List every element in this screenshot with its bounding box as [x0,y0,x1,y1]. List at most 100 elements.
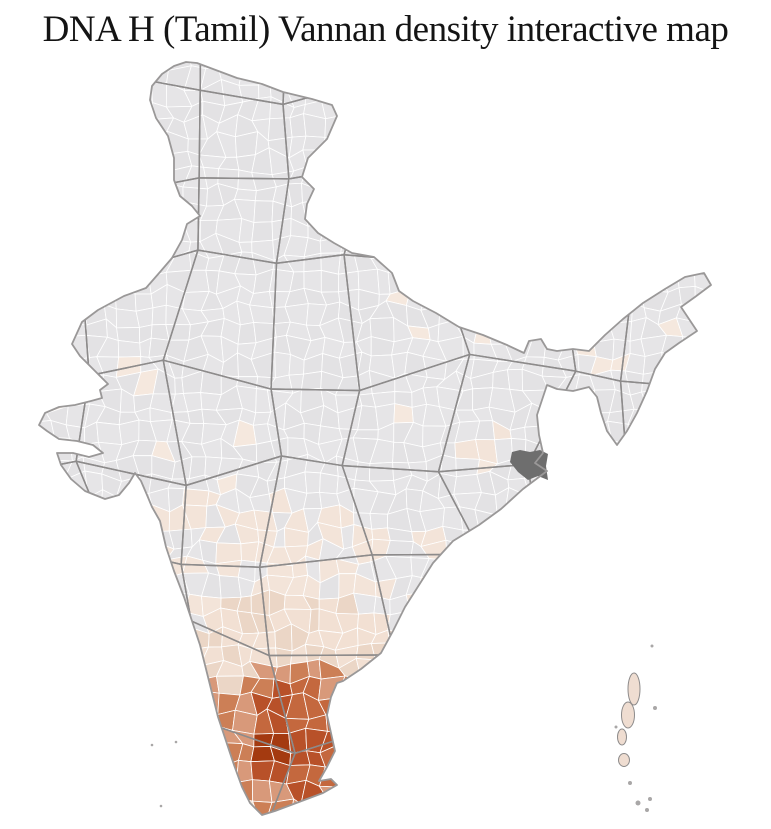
district-cell[interactable] [444,760,461,787]
district-cell[interactable] [681,215,701,243]
district-cell[interactable] [0,695,4,719]
district-cell[interactable] [763,541,771,564]
district-cell[interactable] [760,769,771,788]
district-cell[interactable] [150,239,175,259]
district-cell[interactable] [472,714,495,732]
district-cell[interactable] [505,611,524,634]
district-cell[interactable] [29,198,52,226]
district-cell[interactable] [0,440,20,462]
district-cell[interactable] [12,525,36,546]
district-cell[interactable] [544,167,567,193]
district-cell[interactable] [642,574,661,597]
district-cell[interactable] [623,455,649,480]
district-cell[interactable] [368,697,394,716]
district-cell[interactable] [631,215,649,238]
district-cell[interactable] [82,555,100,579]
district-cell[interactable] [521,812,549,829]
district-cell[interactable] [538,319,567,343]
district-cell[interactable] [646,522,669,549]
district-cell[interactable] [678,681,696,702]
district-cell[interactable] [729,404,748,429]
district-cell[interactable] [574,321,600,346]
district-cell[interactable] [575,793,592,817]
district-cell[interactable] [624,81,643,103]
district-cell[interactable] [443,114,458,140]
district-cell[interactable] [750,456,770,477]
district-cell[interactable] [419,202,444,227]
district-cell[interactable] [509,165,533,190]
district-cell[interactable] [589,88,614,107]
district-cell[interactable] [2,471,13,493]
district-cell[interactable] [675,46,701,74]
district-cell[interactable] [760,745,771,771]
district-cell[interactable] [183,745,202,771]
district-cell[interactable] [68,120,91,136]
district-cell[interactable] [557,250,582,272]
district-cell[interactable] [589,63,614,90]
district-cell[interactable] [34,131,56,158]
district-cell[interactable] [460,269,482,290]
district-cell[interactable] [712,224,731,236]
district-cell[interactable] [608,29,624,49]
district-cell[interactable] [526,80,547,106]
district-cell[interactable] [37,813,54,829]
district-cell[interactable] [472,623,499,652]
district-cell[interactable] [36,782,55,805]
district-cell[interactable] [444,254,465,277]
district-cell[interactable] [253,200,274,223]
district-cell[interactable] [524,711,549,734]
district-cell[interactable] [677,254,698,273]
district-cell[interactable] [508,187,533,207]
district-cell[interactable] [681,166,696,187]
district-cell[interactable] [302,135,326,151]
district-cell[interactable] [663,36,678,55]
district-cell[interactable] [593,714,611,737]
district-cell[interactable] [353,136,374,153]
district-cell[interactable] [657,166,684,189]
district-cell[interactable] [732,377,747,397]
district-cell[interactable] [49,47,67,73]
district-cell[interactable] [165,793,191,818]
district-cell[interactable] [542,745,566,769]
district-cell[interactable] [749,208,767,219]
district-cell[interactable] [760,352,771,370]
district-cell[interactable] [37,33,54,49]
district-cell[interactable] [255,816,267,829]
district-cell[interactable] [120,714,141,730]
district-cell[interactable] [440,646,463,663]
district-cell[interactable] [743,37,770,53]
district-cell[interactable] [658,680,681,702]
district-cell[interactable] [749,578,769,593]
district-cell[interactable] [131,712,156,732]
district-cell[interactable] [96,522,116,549]
district-cell[interactable] [190,817,208,829]
district-cell[interactable] [459,714,477,732]
district-cell[interactable] [766,36,771,54]
district-cell[interactable] [607,46,632,71]
district-cell[interactable] [386,131,406,154]
district-cell[interactable] [0,377,15,396]
district-cell[interactable] [115,79,141,102]
district-cell[interactable] [250,30,275,51]
district-cell[interactable] [691,98,718,122]
district-cell[interactable] [80,85,100,103]
district-cell[interactable] [251,221,274,243]
district-cell[interactable] [572,478,600,499]
district-cell[interactable] [62,64,88,88]
district-cell[interactable] [269,64,294,85]
district-cell[interactable] [525,300,545,327]
district-cell[interactable] [676,798,702,819]
district-cell[interactable] [595,556,618,584]
district-cell[interactable] [402,51,431,70]
district-cell[interactable] [0,155,17,168]
district-cell[interactable] [444,559,462,577]
district-cell[interactable] [540,130,563,159]
district-cell[interactable] [576,138,592,158]
district-cell[interactable] [766,50,771,72]
district-cell[interactable] [575,725,599,753]
district-cell[interactable] [504,680,526,696]
district-cell[interactable] [679,236,699,260]
district-cell[interactable] [135,811,156,829]
district-cell[interactable] [64,253,89,275]
district-cell[interactable] [746,87,768,102]
